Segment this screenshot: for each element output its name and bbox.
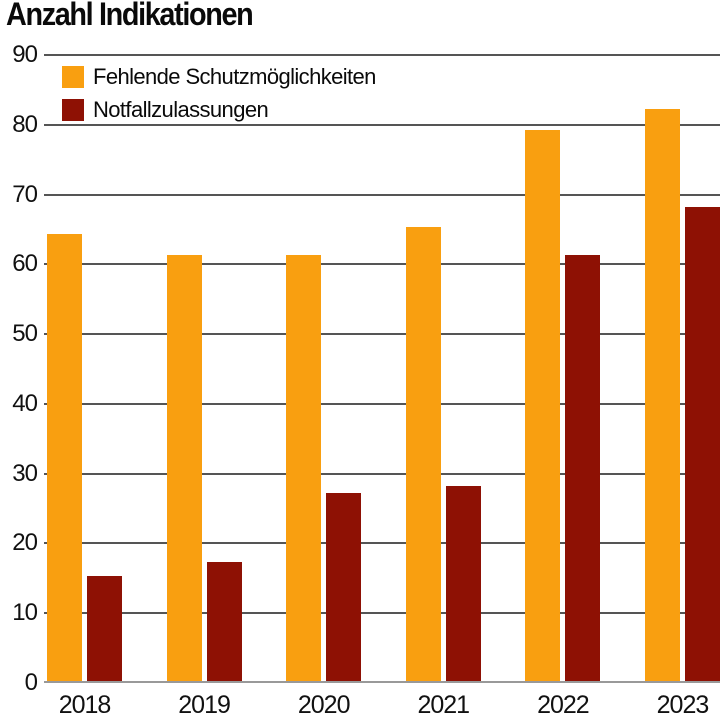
- y-tick-label-50: 50: [12, 320, 38, 348]
- y-tick-label-70: 70: [12, 180, 38, 208]
- gridline-80: [44, 123, 720, 126]
- y-tick-label-60: 60: [12, 250, 38, 278]
- legend-item: Fehlende Schutzmöglichkeiten: [62, 64, 376, 90]
- legend-label: Notfallzulassungen: [93, 97, 269, 122]
- x-tick-label-2023: 2023: [656, 691, 710, 719]
- darkred-bar-2023: [684, 206, 720, 681]
- y-tick-label-0: 0: [24, 669, 38, 696]
- y-tick-label-30: 30: [12, 459, 38, 487]
- orange-bar-2022: [525, 129, 561, 681]
- gridline-70: [44, 193, 720, 196]
- orange-bar-2021: [405, 227, 441, 681]
- legend-swatch-darkred-icon: [62, 99, 84, 121]
- x-axis-baseline: [44, 681, 720, 683]
- gridline-40: [44, 402, 720, 405]
- darkred-bar-2018: [87, 576, 122, 681]
- x-tick-label-2022: 2022: [537, 691, 590, 719]
- orange-bar-2018: [47, 234, 82, 681]
- gridline-90: [44, 54, 720, 56]
- gridline-60: [44, 263, 720, 266]
- x-tick-label-2021: 2021: [417, 691, 470, 719]
- bar-group-2023: 2023: [644, 55, 720, 719]
- x-tick-label-2019: 2019: [178, 691, 231, 719]
- darkred-bar-2020: [326, 492, 362, 681]
- darkred-bar-2019: [206, 562, 242, 681]
- bar-group-2020: 2020: [286, 55, 362, 719]
- legend-swatch-orange-icon: [62, 66, 84, 88]
- plot-area: 2018 2019 2020 2021 2022 2023: [44, 55, 720, 719]
- y-tick-label-40: 40: [12, 389, 38, 417]
- gridline-20: [44, 542, 720, 545]
- gridline-10: [44, 612, 720, 615]
- bar-group-2021: 2021: [405, 55, 481, 719]
- bar-group-2022: 2022: [525, 55, 601, 719]
- darkred-bar-2022: [565, 255, 601, 681]
- legend: Fehlende Schutzmöglichkeiten Notfallzula…: [62, 64, 376, 130]
- y-tick-label-20: 20: [12, 529, 38, 557]
- y-tick-label-90: 90: [12, 41, 38, 68]
- bar-group-2019: 2019: [166, 55, 242, 719]
- y-tick-label-80: 80: [12, 110, 38, 138]
- orange-bar-2019: [166, 255, 202, 681]
- orange-bar-2020: [286, 255, 322, 681]
- darkred-bar-2021: [445, 485, 481, 681]
- legend-item: Notfallzulassungen: [62, 97, 376, 123]
- chart-title: Anzahl Indikationen: [6, 0, 254, 32]
- gridline-30: [44, 472, 720, 475]
- orange-bar-2023: [644, 108, 680, 681]
- legend-label: Fehlende Schutzmöglichkeiten: [93, 64, 376, 89]
- x-tick-label-2020: 2020: [297, 691, 351, 719]
- bar-group-2018: 2018: [47, 55, 122, 719]
- gridline-50: [44, 333, 720, 336]
- y-tick-label-10: 10: [12, 599, 38, 627]
- x-tick-label-2018: 2018: [58, 691, 112, 719]
